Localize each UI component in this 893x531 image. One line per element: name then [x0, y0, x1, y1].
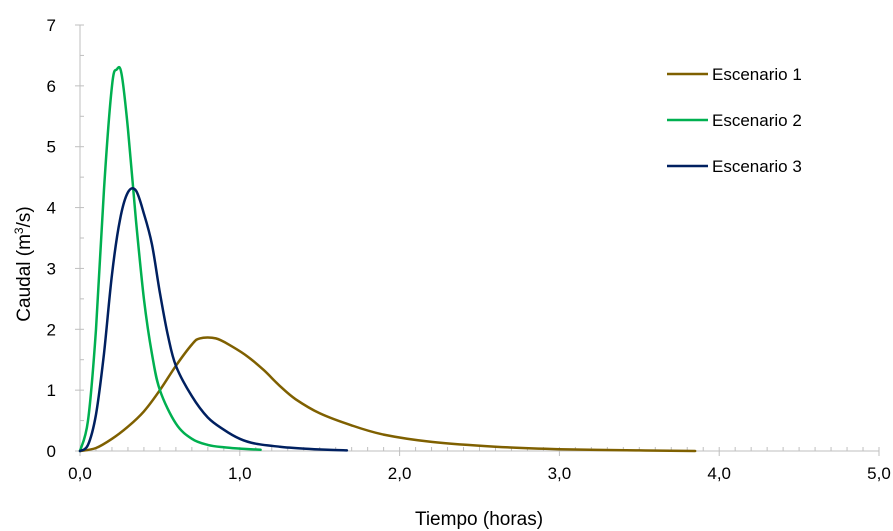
y-tick-label: 0 [47, 442, 56, 461]
legend-label-escenario-3: Escenario 3 [712, 157, 802, 176]
y-tick-label: 1 [47, 381, 56, 400]
legend-label-escenario-1: Escenario 1 [712, 65, 802, 84]
x-axis-title: Tiempo (horas) [415, 509, 543, 530]
y-axis-title: Caudal (m3/s) [12, 206, 35, 321]
x-tick-label: 2,0 [388, 464, 412, 483]
series-line-escenario-3 [78, 187, 349, 453]
y-tick-label: 6 [47, 77, 56, 96]
x-major-ticks [79, 451, 880, 456]
y-major-ticks [75, 24, 80, 452]
series-line-escenario-2 [78, 65, 262, 453]
x-tick-labels: 0,0 1,0 2,0 3,0 4,0 5,0 [68, 464, 891, 483]
legend-label-escenario-2: Escenario 2 [712, 111, 802, 130]
axes [75, 24, 880, 456]
y-axis-title-superscript: 3 [12, 227, 26, 234]
y-tick-label: 5 [47, 138, 56, 157]
x-tick-label: 5,0 [867, 464, 891, 483]
x-tick-label: 4,0 [707, 464, 731, 483]
x-tick-label: 1,0 [228, 464, 252, 483]
x-minor-ticks [95, 447, 880, 451]
x-tick-label: 3,0 [548, 464, 572, 483]
y-axis-title-end: /s) [14, 206, 35, 227]
y-tick-label: 4 [47, 199, 56, 218]
y-tick-label: 2 [47, 320, 56, 339]
y-tick-label: 7 [47, 16, 56, 35]
legend: Escenario 1 Escenario 2 Escenario 3 [667, 65, 802, 176]
y-axis-title-main: Caudal (m [14, 234, 35, 322]
y-tick-labels: 0 1 2 3 4 5 6 7 [47, 16, 56, 461]
series-layer [78, 65, 697, 453]
y-minor-ticks [80, 24, 84, 422]
series-line-escenario-1 [78, 336, 697, 453]
x-tick-label: 0,0 [68, 464, 92, 483]
y-tick-label: 3 [47, 259, 56, 278]
